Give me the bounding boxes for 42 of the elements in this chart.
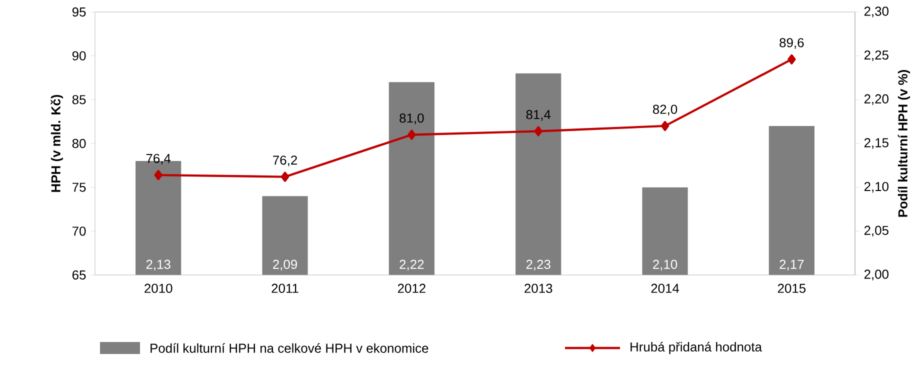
y-tick-label: 65 [72, 270, 86, 280]
data-label: 81,0 [400, 114, 424, 124]
x-tick-label: 2012 [398, 284, 426, 293]
x-tick-label: 2015 [778, 284, 806, 293]
point [280, 172, 290, 182]
data-label: 2,22 [400, 260, 424, 270]
data-label: 82,0 [652, 104, 678, 116]
point [154, 170, 162, 180]
point [534, 126, 542, 136]
y2-tick-label: 2,30 [864, 6, 888, 18]
x-tick-label: 2010 [144, 284, 172, 293]
y2-tick-label: 2,15 [864, 138, 888, 149]
x-tick-label: 2014 [651, 284, 680, 293]
y2-tick-label: 2,10 [864, 182, 888, 193]
data-label: 89,6 [780, 38, 804, 49]
point [660, 120, 670, 132]
data-label: 76,2 [273, 156, 297, 166]
data-label: 2,23 [526, 260, 550, 270]
y-axis-title: HPH (v mld. Kč) [50, 94, 63, 192]
data-label: 81,4 [526, 110, 551, 121]
y2-tick-label: 2,00 [864, 270, 888, 280]
legend-label: Podíl kulturní HPH na celkové HPH v ekonomice [150, 343, 428, 353]
y2-tick-label: 2,05 [864, 226, 888, 237]
x-tick-label: 2013 [524, 284, 552, 293]
y-tick-label: 90 [72, 51, 86, 60]
y2-tick-label: 2,20 [864, 94, 888, 106]
legend-label: Hrubá přidaná hodnota [630, 342, 762, 354]
data-label: 2,13 [146, 260, 170, 270]
y2-axis-title: Podíl kulturní HPH (v %) [898, 70, 910, 217]
data-label: 2,17 [780, 260, 804, 270]
data-label: 2,09 [273, 260, 297, 270]
data-label: 2,10 [653, 260, 678, 270]
point [408, 130, 416, 140]
x-tick-label: 2011 [272, 284, 298, 293]
y-tick-label: 70 [72, 226, 86, 236]
data-label: 76,4 [146, 154, 171, 165]
y-tick-label: 85 [72, 95, 86, 104]
y-tick-label: 75 [72, 182, 86, 192]
y-tick-label: 80 [72, 138, 86, 148]
y2-tick-label: 2,25 [864, 50, 888, 62]
point [788, 54, 796, 64]
y-tick-label: 95 [72, 7, 86, 17]
